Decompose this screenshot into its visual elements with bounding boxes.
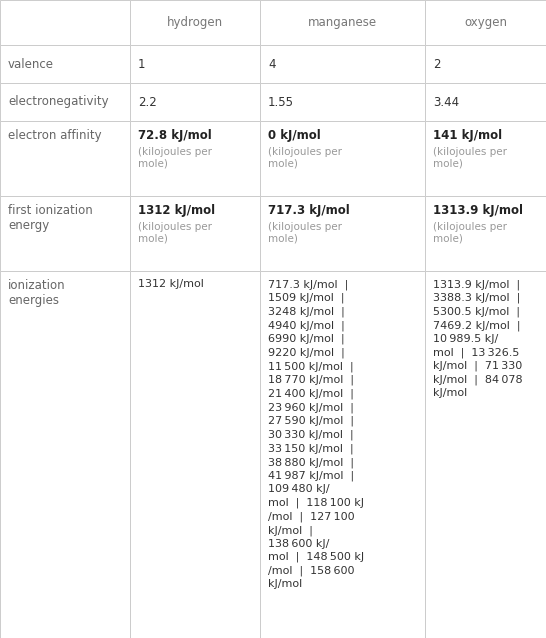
Bar (260, 271, 425, 638)
Bar (260, 196, 425, 271)
Text: 1312 kJ/mol: 1312 kJ/mol (138, 204, 215, 217)
Bar (130, 0, 260, 45)
Bar (130, 83, 260, 121)
Text: 717.3 kJ/mol: 717.3 kJ/mol (268, 204, 350, 217)
Text: 1.55: 1.55 (268, 96, 294, 108)
Text: electron affinity: electron affinity (8, 129, 102, 142)
Bar (0, 271, 130, 638)
Text: 3.44: 3.44 (433, 96, 459, 108)
Text: oxygen: oxygen (464, 16, 507, 29)
Bar (425, 271, 546, 638)
Text: (kilojoules per
mole): (kilojoules per mole) (138, 222, 212, 244)
Text: (kilojoules per
mole): (kilojoules per mole) (138, 147, 212, 168)
Bar (260, 83, 425, 121)
Bar (0, 196, 130, 271)
Text: (kilojoules per
mole): (kilojoules per mole) (433, 222, 507, 244)
Bar (260, 0, 425, 45)
Bar (130, 121, 260, 196)
Bar (130, 271, 260, 638)
Bar (130, 196, 260, 271)
Text: hydrogen: hydrogen (167, 16, 223, 29)
Text: 717.3 kJ/mol  |
1509 kJ/mol  |
3248 kJ/mol  |
4940 kJ/mol  |
6990 kJ/mol  |
9220: 717.3 kJ/mol | 1509 kJ/mol | 3248 kJ/mol… (268, 279, 364, 590)
Text: valence: valence (8, 57, 54, 71)
Bar (425, 196, 546, 271)
Bar (130, 45, 260, 83)
Text: 4: 4 (268, 57, 276, 71)
Text: electronegativity: electronegativity (8, 96, 109, 108)
Bar (425, 121, 546, 196)
Text: 2: 2 (433, 57, 441, 71)
Text: (kilojoules per
mole): (kilojoules per mole) (268, 147, 342, 168)
Text: 2.2: 2.2 (138, 96, 157, 108)
Text: (kilojoules per
mole): (kilojoules per mole) (268, 222, 342, 244)
Text: ionization
energies: ionization energies (8, 279, 66, 307)
Bar (425, 83, 546, 121)
Text: 1312 kJ/mol: 1312 kJ/mol (138, 279, 204, 289)
Text: 72.8 kJ/mol: 72.8 kJ/mol (138, 129, 212, 142)
Bar (0, 45, 130, 83)
Text: (kilojoules per
mole): (kilojoules per mole) (433, 147, 507, 168)
Bar (425, 0, 546, 45)
Text: manganese: manganese (308, 16, 377, 29)
Bar (260, 121, 425, 196)
Bar (0, 83, 130, 121)
Bar (0, 121, 130, 196)
Text: first ionization
energy: first ionization energy (8, 204, 93, 232)
Text: 1313.9 kJ/mol  |
3388.3 kJ/mol  |
5300.5 kJ/mol  |
7469.2 kJ/mol  |
10 989.5 kJ/: 1313.9 kJ/mol | 3388.3 kJ/mol | 5300.5 k… (433, 279, 523, 398)
Text: 1313.9 kJ/mol: 1313.9 kJ/mol (433, 204, 523, 217)
Text: 0 kJ/mol: 0 kJ/mol (268, 129, 321, 142)
Text: 141 kJ/mol: 141 kJ/mol (433, 129, 502, 142)
Bar (260, 45, 425, 83)
Bar (425, 45, 546, 83)
Text: 1: 1 (138, 57, 145, 71)
Bar (0, 0, 130, 45)
